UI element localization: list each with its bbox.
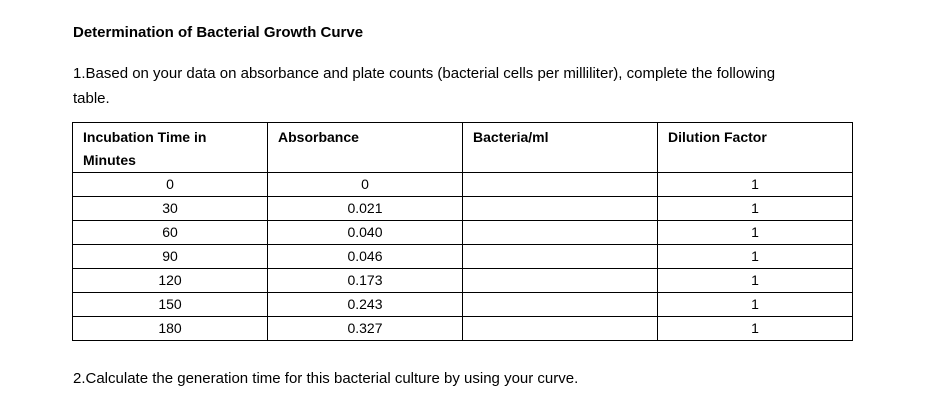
cell: 1 — [657, 220, 853, 245]
empty-cell — [462, 316, 658, 341]
cell: 60 — [72, 220, 268, 245]
header-cell: Dilution Factor — [657, 122, 853, 173]
question: 1.Based on your data on absorbance and p… — [73, 65, 776, 107]
cell: 150 — [72, 292, 268, 317]
cell: 90 — [72, 244, 268, 269]
cell: 0.173 — [267, 268, 463, 293]
cell: 0.021 — [267, 196, 463, 221]
header-cell: Incubation Time in Minutes — [72, 122, 268, 173]
header-cell: Bacteria/ml — [462, 122, 658, 173]
table-row: 60 0.040 1 — [72, 220, 853, 245]
cell: 0 — [267, 172, 463, 197]
cell: 1 — [657, 268, 853, 293]
empty-cell — [462, 244, 658, 269]
empty-cell — [462, 172, 658, 197]
table-body: 0 0 1 30 0.021 1 60 0.040 1 90 0.046 1 120 0.173 1 150 0… — [72, 172, 853, 341]
table-row: 30 0.021 1 — [72, 196, 853, 221]
table-row: 120 0.173 1 — [72, 268, 853, 293]
empty-cell — [462, 292, 658, 317]
cell: 1 — [657, 292, 853, 317]
cell: 30 — [72, 196, 268, 221]
empty-cell — [462, 220, 658, 245]
cell: 0 — [72, 172, 268, 197]
header-row: Incubation Time in Minutes Absorbance Bact… — [72, 122, 853, 173]
cell: 1 — [657, 316, 853, 341]
data-table: Incubation Time in Minutes Absorbance Bact… — [72, 122, 853, 341]
cell: 1 — [657, 172, 853, 197]
cell: 1 — [657, 196, 853, 221]
cell: 1 — [657, 244, 853, 269]
empty-cell — [462, 196, 658, 221]
cell: 0.040 — [267, 220, 463, 245]
cell: 180 — [72, 316, 268, 341]
table-row: 90 0.046 1 — [72, 244, 853, 269]
table-row: 150 0.243 1 — [72, 292, 853, 317]
cell: 120 — [72, 268, 268, 293]
cell: 0.243 — [267, 292, 463, 317]
table-row: 180 0.327 1 — [72, 316, 853, 341]
title: Determination of Bacterial Growth Curve — [73, 24, 364, 41]
header-cell: Absorbance — [267, 122, 463, 173]
question: 2.Calculate the generation time for this… — [73, 370, 579, 387]
cell: 0.327 — [267, 316, 463, 341]
empty-cell — [462, 268, 658, 293]
cell: 0.046 — [267, 244, 463, 269]
